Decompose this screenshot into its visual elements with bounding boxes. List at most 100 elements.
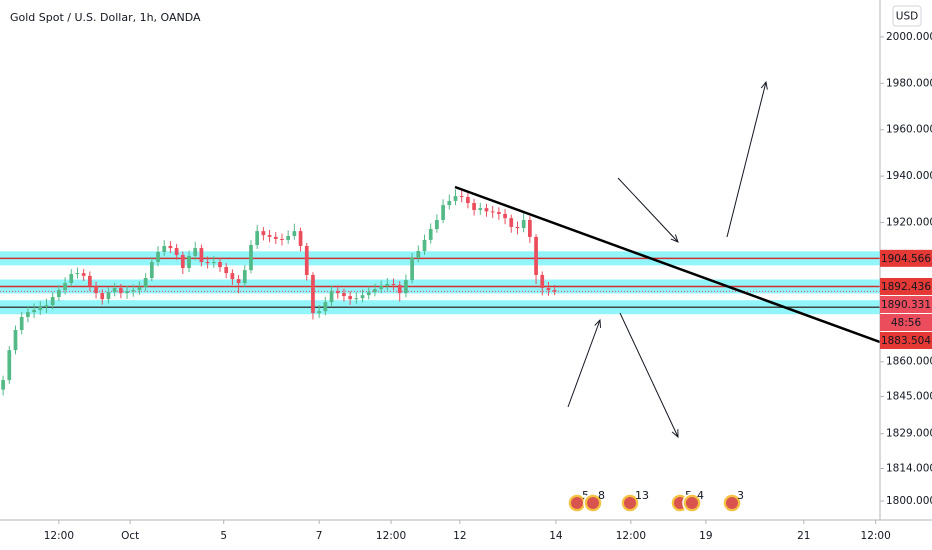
y-tick-label: 1920.000 (886, 217, 932, 229)
candle-body (112, 287, 117, 293)
candle-body (199, 248, 204, 262)
event-count: 8 (598, 489, 605, 502)
candle-body (255, 231, 260, 246)
candle-body (273, 236, 278, 240)
x-tick-label: 12:00 (616, 530, 646, 542)
candle-body (540, 274, 545, 288)
price-tag (880, 331, 932, 349)
candle-body (137, 287, 142, 291)
candle-body (335, 291, 340, 294)
y-tick-label: 1960.000 (886, 124, 932, 136)
y-tick-label: 1829.000 (886, 428, 932, 440)
candle-body (397, 284, 402, 294)
candle-body (466, 197, 470, 204)
candle-body (342, 293, 346, 297)
candle-body (125, 291, 129, 294)
candle-body (249, 245, 253, 271)
candle-body (26, 312, 30, 317)
candle-body (149, 261, 154, 278)
candle-body (304, 245, 309, 275)
x-tick-label: 12 (453, 530, 466, 542)
price-tag-label: 1883.504 (881, 335, 931, 347)
candle-body (528, 219, 532, 237)
candle-body (509, 218, 514, 227)
candle-body (211, 261, 216, 264)
time-axis (0, 520, 932, 550)
candle-body (453, 196, 458, 201)
currency-button[interactable] (892, 5, 922, 27)
x-tick-label: 12:00 (376, 530, 406, 542)
candle-body (236, 279, 241, 284)
candle-body (354, 298, 359, 300)
candle-body (441, 205, 445, 220)
price-tag (880, 277, 932, 295)
candle-body (100, 293, 105, 300)
candle-body (168, 245, 173, 249)
candle-body (286, 235, 291, 240)
y-tick-label: 2000.000 (886, 31, 932, 43)
arrow (619, 312, 678, 437)
candle-body (515, 226, 520, 229)
candle-body (118, 287, 123, 294)
candle-body (63, 283, 67, 291)
arrow (567, 320, 600, 408)
candle-body (534, 236, 538, 275)
candle-body (410, 258, 414, 281)
candle-body (385, 284, 390, 287)
candle-body (156, 251, 160, 262)
candle-body (298, 231, 303, 246)
candle-body (428, 229, 433, 240)
candle-body (416, 251, 421, 259)
arrow (726, 82, 766, 238)
price-tag (880, 249, 932, 267)
event-flag (686, 497, 698, 509)
chart-title: Gold Spot / U.S. Dollar, 1h, OANDA (10, 11, 201, 24)
candle-body (224, 267, 229, 274)
candle-body (50, 297, 55, 306)
x-tick-label: 19 (699, 530, 712, 542)
price-tag-label: 1890.331 (881, 299, 931, 311)
x-tick-label: 7 (316, 530, 323, 542)
candle-body (447, 200, 452, 206)
candle-body (503, 213, 507, 219)
event-count: 5 (582, 489, 589, 502)
event-flag (624, 497, 636, 509)
candle-body (422, 239, 427, 252)
candle-body (69, 274, 74, 284)
candle-body (44, 305, 49, 307)
event-flag (571, 497, 583, 509)
candle-body (174, 248, 179, 256)
event-flag (587, 497, 599, 509)
candle-body (360, 295, 365, 299)
candle-body (280, 239, 284, 241)
candle-body (180, 255, 185, 269)
candle-body (13, 329, 18, 351)
x-tick-label: 21 (797, 530, 810, 542)
candle-body (552, 290, 557, 292)
y-tick-label: 1940.000 (886, 170, 932, 182)
candle-body (261, 231, 266, 236)
price-tag-label: 1892.436 (881, 281, 931, 293)
candle-body (131, 290, 136, 292)
candle-body (267, 235, 272, 237)
candle-body (32, 310, 36, 313)
currency[interactable]: USD (896, 11, 918, 23)
y-tick-label: 1845.000 (886, 391, 932, 403)
candle-body (391, 284, 396, 286)
candle-body (478, 208, 483, 210)
event-flag (726, 497, 738, 509)
event-count: 13 (635, 489, 649, 502)
price-tag (880, 313, 932, 331)
price-axis (880, 0, 932, 550)
candle-body (379, 286, 383, 290)
candle-body (459, 196, 464, 198)
candle-body (19, 316, 24, 330)
candle-body (404, 280, 408, 294)
candle-body (187, 255, 191, 269)
candle-body (317, 311, 322, 314)
event-count: 3 (737, 489, 744, 502)
x-tick-label: 5 (220, 530, 227, 542)
candle-body (366, 292, 371, 296)
candle-body (205, 261, 210, 264)
